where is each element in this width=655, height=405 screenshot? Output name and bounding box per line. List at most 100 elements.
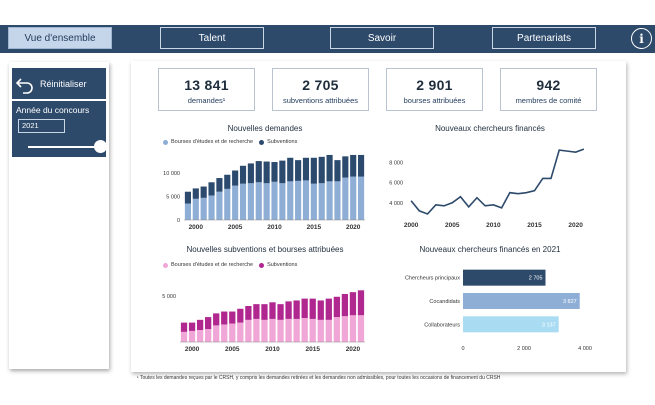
bar-segment [213, 325, 220, 342]
tab-savoir[interactable]: Savoir [330, 27, 434, 49]
bar-segment [317, 319, 324, 342]
bar-segment [301, 318, 308, 342]
bar-segment [357, 176, 365, 220]
bar-segment [255, 161, 262, 183]
chart-chercheurs-2021: Chercheurs principaux 2 705 Cocandidats 3 8… [405, 269, 592, 352]
kpi-value: 942 [536, 77, 561, 93]
bar-segment [180, 322, 188, 332]
hbar [463, 316, 559, 333]
bar-segment [293, 318, 300, 342]
tab-partenariats[interactable]: Partenariats [492, 27, 596, 49]
bar-segment [216, 191, 223, 220]
year-input[interactable]: 2021 [18, 119, 65, 133]
chart-nouvelles-demandes: 0 5 000 10 000 2000 2005 2010 2015 2020 [163, 154, 365, 231]
chart-title-nouveaux-chercheurs: Nouveaux chercheurs financés [435, 124, 545, 133]
bar-segment [271, 162, 278, 182]
bar-segment [295, 180, 302, 220]
bar-segment [255, 182, 262, 220]
year-filter: Année du concours 2021 [12, 101, 107, 157]
bar-segment [341, 316, 349, 342]
y-tick-label: 10 000 [163, 171, 180, 177]
bar-segment [253, 318, 260, 342]
x-tick-label: 2010 [486, 222, 501, 229]
bar-segment [269, 318, 276, 342]
reset-label: Réinitialiser [40, 78, 87, 89]
chart-title-subventions-bourses: Nouvelles subventions et bourses attribu… [186, 245, 344, 254]
tab-vue-ensemble[interactable]: Vue d'ensemble [8, 27, 112, 49]
bar-segment [237, 322, 244, 342]
legend-chart3: Bourses d'études et de recherche Subvent… [163, 262, 297, 268]
bar-segment [232, 170, 239, 186]
kpi-membres: 942 membres de comité [500, 68, 597, 111]
hbar [463, 293, 580, 309]
filter-panel: Réinitialiser Année du concours 2021 [9, 62, 109, 369]
bar-segment [216, 178, 223, 192]
bar-segment [221, 311, 228, 325]
kpi-bourses: 2 901 bourses attribuées [386, 68, 483, 111]
bar-segment [279, 183, 286, 220]
category-label: Collaborateurs [424, 322, 460, 328]
bar-segment [245, 319, 252, 342]
bar-segment [302, 157, 310, 181]
bar-segment [287, 157, 294, 182]
bar-segment [184, 191, 192, 204]
bar-segment [213, 313, 220, 326]
x-tick-label: 2020 [346, 224, 361, 231]
bar-segment [188, 322, 196, 331]
bar-segment [349, 292, 357, 316]
bar-segment [269, 302, 276, 319]
bar-segment [295, 160, 302, 181]
bar-segment [357, 154, 365, 177]
info-circle-icon[interactable]: i [631, 28, 652, 49]
bar-segment [271, 181, 278, 220]
category-label: Chercheurs principaux [405, 276, 460, 282]
bar-segment [350, 176, 357, 220]
bar-segment [285, 301, 292, 319]
bar-segment [326, 181, 333, 220]
chart-title-nouvelles-demandes: Nouvelles demandes [227, 124, 303, 133]
bar-segment [200, 197, 207, 220]
bar-segment [317, 300, 324, 320]
bar-segment [263, 183, 270, 220]
y-tick-label: 6 000 [389, 181, 403, 187]
year-slider-track[interactable] [28, 146, 98, 148]
bar-segment [221, 324, 228, 342]
x-tick-label: 2000 [404, 222, 419, 229]
legend-label: Bourses d'études et de recherche [171, 139, 254, 145]
legend-label: Subventions [267, 262, 298, 268]
bar-segment [224, 188, 231, 220]
x-tick-label: 2015 [305, 346, 320, 353]
bar-segment [180, 331, 188, 342]
x-tick-label: 2015 [307, 224, 322, 231]
bar-segment [309, 298, 316, 319]
kpi-value: 13 841 [184, 77, 229, 93]
bar-segment [192, 188, 199, 199]
bar-segment [349, 315, 357, 342]
legend-dot [163, 262, 168, 268]
bar-segment [318, 156, 325, 184]
bar-segment [342, 177, 349, 220]
bar-segment [325, 319, 332, 342]
bar-segment [237, 308, 244, 323]
tab-talent[interactable]: Talent [160, 27, 264, 49]
bar-segment [205, 317, 212, 330]
bar-segment [192, 198, 199, 220]
bar-segment [239, 183, 247, 220]
bar-segment [293, 300, 300, 319]
year-filter-label: Année du concours [16, 105, 90, 115]
bar-segment [261, 304, 268, 320]
reset-button[interactable]: Réinitialiser [12, 68, 106, 99]
bar-segment [334, 181, 341, 220]
x-tick-label: 2000 [189, 224, 204, 231]
bar-segment [239, 165, 247, 184]
chart-nouveaux-chercheurs: 4 000 6 000 8 000 2000 2005 2010 2015 2020 [389, 148, 585, 229]
bar-segment [333, 296, 340, 318]
year-slider-handle[interactable] [94, 140, 107, 153]
x-tick-label: 2015 [527, 222, 542, 229]
bar-segment [277, 304, 284, 320]
bar-segment [253, 304, 260, 319]
bar-segment [245, 306, 252, 320]
kpi-label: bourses attribuées [403, 96, 466, 105]
series-line [410, 148, 585, 215]
bar-segment [232, 185, 239, 220]
